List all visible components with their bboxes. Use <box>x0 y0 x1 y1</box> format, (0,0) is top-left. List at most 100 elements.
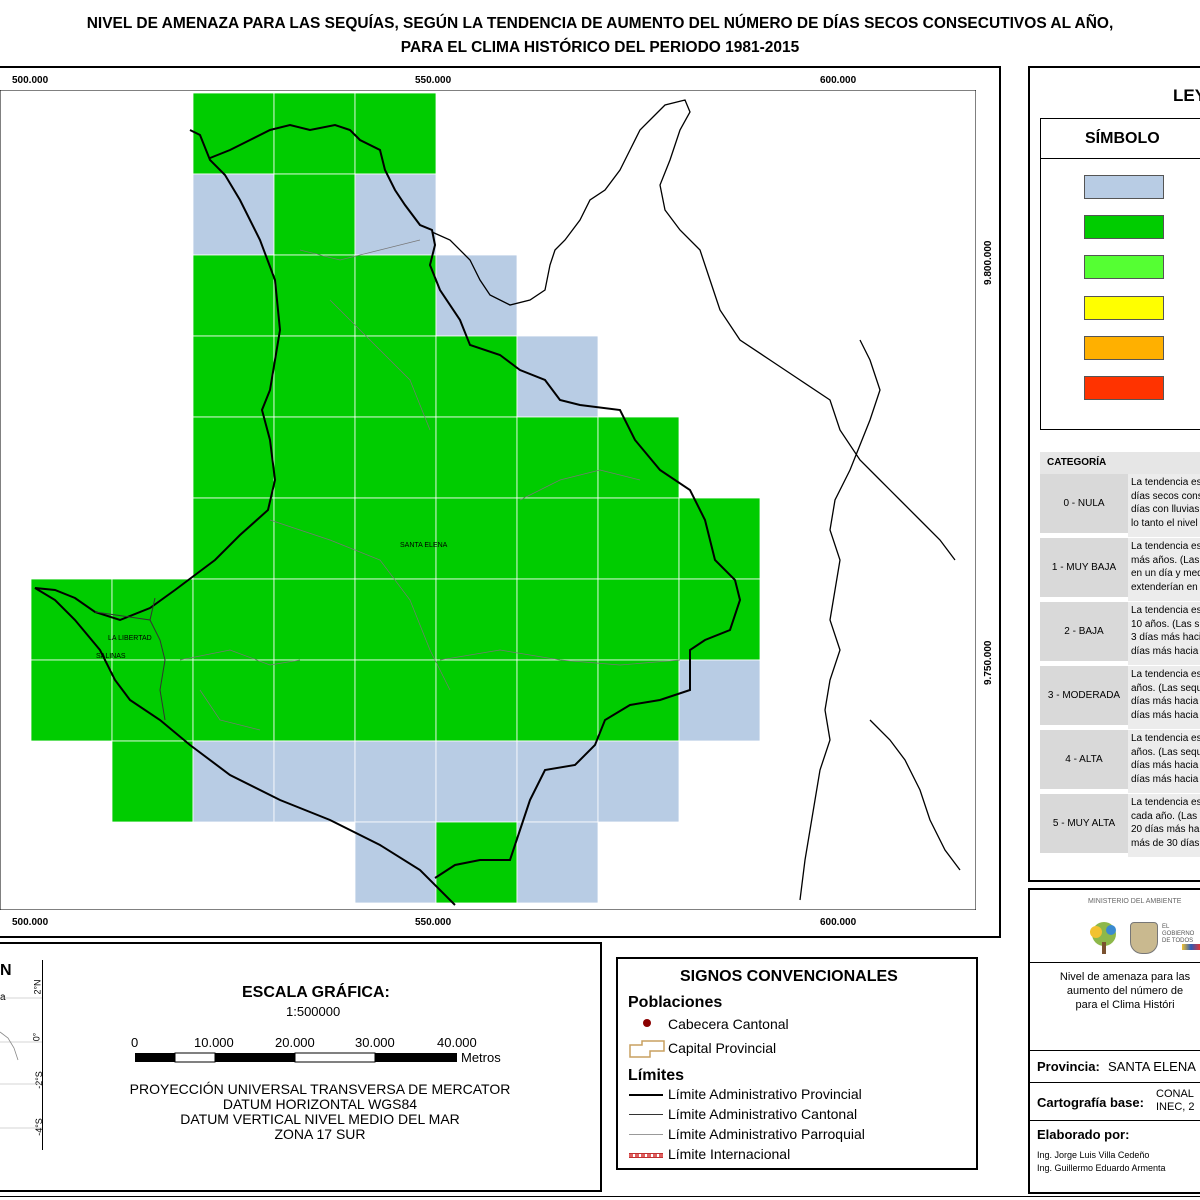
grid-cell-green <box>516 578 599 661</box>
cartografia-value-2: INEC, 2 <box>1156 1101 1195 1113</box>
category-label-3: 3 - MODERADA <box>1040 666 1128 725</box>
grid-cell-green <box>192 416 275 499</box>
place-label-salinas: SALINAS <box>96 653 126 660</box>
gobierno-line-1: EL <box>1162 924 1170 930</box>
projection-info: PROYECCIÓN UNIVERSAL TRANSVERSA DE MERCA… <box>100 1082 540 1142</box>
desc-line: La tendencia es <box>1131 797 1200 808</box>
province-boundary <box>209 123 742 879</box>
grid-cell-blue <box>435 254 518 337</box>
desc-line: extenderían en <box>1131 582 1198 594</box>
category-row-5: 5 - MUY ALTA La tendencia es cada año. (… <box>1040 794 1200 858</box>
scale-tick-3: 30.000 <box>355 1035 395 1050</box>
cartografia-value-1: CONAL <box>1156 1088 1194 1100</box>
external-boundary-3 <box>869 719 961 871</box>
grid-cell-green <box>273 254 356 337</box>
locator-title: N <box>0 962 12 979</box>
desc-line: días con lluvias <box>1131 504 1200 516</box>
grid-cell-green <box>111 578 194 661</box>
gobierno-text: EL GOBIERNO DE TODOS <box>1162 924 1194 945</box>
category-row-3: 3 - MODERADA La tendencia es años. (Las … <box>1040 666 1200 730</box>
grid-cell-blue <box>354 173 437 256</box>
desc-line: en un día y med <box>1131 568 1200 580</box>
scale-bar <box>135 1052 457 1063</box>
info-description-line-1: Nivel de amenaza para las <box>1059 971 1191 983</box>
grid-cell-green <box>354 416 437 499</box>
grid-cell-green <box>354 659 437 742</box>
cabecera-label: Cabecera Cantonal <box>668 1016 789 1032</box>
swatch-moderada <box>1084 296 1164 320</box>
info-divider-1 <box>1030 962 1200 963</box>
desc-line: días más hacia <box>1131 696 1199 708</box>
desc-line: días más hacia <box>1131 710 1199 722</box>
grid-cell-blue <box>273 740 356 823</box>
info-description-line-2: aumento del número de <box>1066 985 1184 997</box>
info-divider-2 <box>1030 1050 1200 1051</box>
gobierno-line-3: DE TODOS <box>1162 938 1194 944</box>
cartografia-label: Cartografía base: <box>1037 1095 1144 1110</box>
grid-cell-blue <box>354 740 437 823</box>
scale-unit: Metros <box>461 1050 501 1065</box>
category-rows: 0 - NULA La tendencia es días secos cons… <box>1040 474 1200 858</box>
legend-symbol-header: SÍMBOLO <box>1085 130 1160 147</box>
grid-cell-green <box>516 497 599 580</box>
grid-cell-green <box>192 254 275 337</box>
desc-line: días más hacia <box>1131 646 1199 658</box>
category-row-1: 1 - MUY BAJA La tendencia es más años. (… <box>1040 538 1200 602</box>
grid-cell-green <box>192 335 275 418</box>
swatch-alta <box>1084 336 1164 360</box>
info-description-line-3: para el Clima Históri <box>1075 999 1175 1011</box>
desc-line: La tendencia es <box>1131 605 1200 616</box>
category-desc-0: La tendencia es días secos cons días con… <box>1128 474 1200 537</box>
cabecera-icon <box>643 1019 651 1027</box>
grid-cell-green <box>273 497 356 580</box>
grid-cell-blue <box>516 821 599 904</box>
desc-line: La tendencia es <box>1131 669 1200 680</box>
desc-line: días secos cons <box>1131 490 1200 502</box>
scale-tick-4: 40.000 <box>437 1035 477 1050</box>
external-boundary-2 <box>799 339 881 901</box>
scale-tick-2: 20.000 <box>275 1035 315 1050</box>
grid-cell-green <box>354 497 437 580</box>
grid-cell-green <box>354 335 437 418</box>
x-tick-bottom-3: 600.000 <box>820 917 857 928</box>
grid-cell-blue <box>192 740 275 823</box>
title-line-2: PARA EL CLIMA HISTÓRICO DEL PERIODO 1981… <box>400 39 800 56</box>
category-desc-5: La tendencia es cada año. (Las 20 días m… <box>1128 794 1200 857</box>
x-tick-top-1: 500.000 <box>12 75 49 86</box>
lim-cantonal-line <box>629 1114 663 1115</box>
info-description: Nivel de amenaza para las aumento del nú… <box>1040 970 1200 1012</box>
ministerio-logo-text: MINISTERIO DEL AMBIENTE <box>1088 898 1182 905</box>
gobierno-line-2: GOBIERNO <box>1162 931 1195 937</box>
grid-cell-green <box>435 659 518 742</box>
projection-line-3: DATUM VERTICAL NIVEL MEDIO DEL MAR <box>180 1111 460 1127</box>
scale-ratio: 1:500000 <box>286 1004 341 1019</box>
lim-parroquial-label: Límite Administrativo Parroquial <box>668 1126 865 1142</box>
desc-line: días más hacia <box>1131 774 1199 786</box>
grid-cell-green <box>354 92 437 175</box>
signos-title: SIGNOS CONVENCIONALES <box>680 968 898 985</box>
capital-icon <box>629 1040 665 1058</box>
grid-cell-green <box>273 659 356 742</box>
external-boundary <box>431 99 956 561</box>
grid-cell-green <box>597 497 680 580</box>
grid-cell-blue <box>678 659 761 742</box>
place-label-la-libertad: LA LIBERTAD <box>108 635 152 642</box>
locator-partial-label: a <box>0 992 6 1003</box>
grid-cell-green <box>678 497 761 580</box>
scale-tick-1: 10.000 <box>194 1035 234 1050</box>
legend-symbol-header-rule <box>1040 158 1200 159</box>
title-line-1: NIVEL DE AMENAZA PARA LAS SEQUÍAS, SEGÚN… <box>86 15 1114 32</box>
grid-cell-green <box>30 578 113 661</box>
grid-cell-green <box>273 335 356 418</box>
grid-cell-blue <box>435 740 518 823</box>
info-divider-3 <box>1030 1082 1200 1083</box>
grid-cell-green <box>30 659 113 742</box>
grid-cell-green <box>273 416 356 499</box>
grid-cell-blue <box>354 821 437 904</box>
grid-cell-green <box>435 497 518 580</box>
legend-symbol-box <box>1040 118 1200 430</box>
lim-cantonal-label: Límite Administrativo Cantonal <box>668 1106 858 1122</box>
desc-line: años. (Las sequ <box>1131 746 1200 758</box>
gobierno-flag-icon <box>1182 944 1200 950</box>
swatch-nula <box>1084 175 1164 199</box>
